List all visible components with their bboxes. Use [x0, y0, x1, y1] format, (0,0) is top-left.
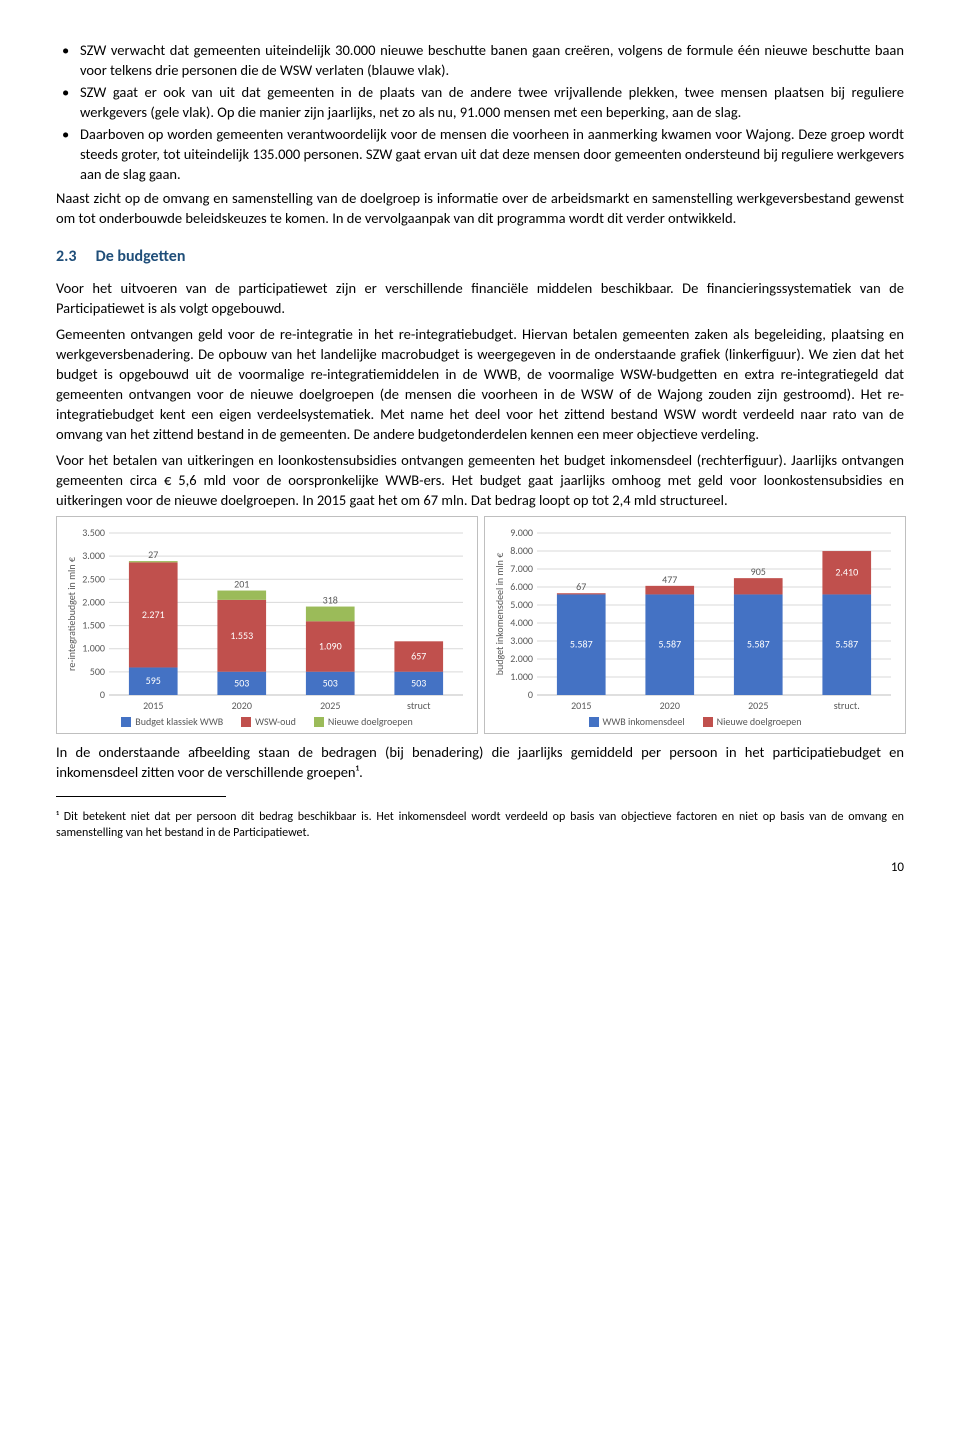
svg-text:3.000: 3.000	[510, 634, 533, 647]
svg-text:2.500: 2.500	[82, 572, 105, 585]
paragraph-after-charts: In de onderstaande afbeelding staan de b…	[56, 742, 904, 782]
svg-text:905: 905	[751, 565, 766, 578]
bullet-item: SZW verwacht dat gemeenten uiteindelijk …	[80, 40, 904, 80]
svg-text:struct.: struct.	[834, 699, 860, 712]
page-number: 10	[56, 859, 904, 877]
svg-text:1.553: 1.553	[230, 629, 253, 642]
svg-text:4.000: 4.000	[510, 616, 533, 629]
chart-legend: WWB inkomensdeel Nieuwe doelgroepen	[491, 715, 899, 729]
svg-text:2.000: 2.000	[82, 596, 105, 609]
svg-text:2020: 2020	[660, 699, 680, 712]
svg-text:re-integratiebudget in mln €: re-integratiebudget in mln €	[65, 557, 78, 671]
svg-text:503: 503	[411, 676, 426, 689]
svg-text:5.587: 5.587	[658, 638, 681, 651]
svg-text:2020: 2020	[232, 699, 252, 712]
legend-item: Nieuwe doelgroepen	[703, 715, 802, 729]
svg-text:2.410: 2.410	[835, 566, 858, 579]
svg-text:3.500: 3.500	[82, 526, 105, 539]
svg-text:5.587: 5.587	[570, 638, 593, 651]
svg-text:5.587: 5.587	[835, 638, 858, 651]
chart-left-box: 0 500 1.000 1.500 2.000 2.500 3.000 3.500 re-int…	[56, 516, 478, 734]
legend-item: Nieuwe doelgroepen	[314, 715, 413, 729]
svg-text:67: 67	[576, 580, 586, 593]
footnote: ¹ Dit betekent niet dat per persoon dit …	[56, 809, 904, 841]
svg-text:2015: 2015	[571, 699, 591, 712]
section-heading: 2.3 De budgetten	[56, 246, 904, 268]
legend-item: WWB inkomensdeel	[589, 715, 685, 729]
svg-text:2015: 2015	[143, 699, 163, 712]
footnote-separator	[56, 796, 226, 797]
svg-text:2.000: 2.000	[510, 652, 533, 665]
svg-text:6.000: 6.000	[510, 580, 533, 593]
section-number: 2.3	[56, 246, 92, 268]
svg-text:2.271: 2.271	[142, 608, 165, 621]
legend-item: Budget klassiek WWB	[121, 715, 223, 729]
chart-right-box: 0 1.000 2.000 3.000 4.000 5.000 6.000 7.000 8.00…	[484, 516, 906, 734]
bar-chart: 0 1.000 2.000 3.000 4.000 5.000 6.000 7.000 8.00…	[491, 523, 899, 713]
body-paragraph: Voor het uitvoeren van de participatiewe…	[56, 278, 904, 318]
bullet-item: Daarboven op worden gemeenten verantwoor…	[80, 124, 904, 184]
svg-text:657: 657	[411, 650, 426, 663]
svg-text:1.500: 1.500	[82, 619, 105, 632]
svg-text:2025: 2025	[748, 699, 768, 712]
svg-text:1.090: 1.090	[319, 640, 342, 653]
svg-text:0: 0	[100, 688, 105, 701]
section-title: De budgetten	[96, 247, 186, 266]
chart-legend: Budget klassiek WWB WSW-oud Nieuwe doelgro…	[63, 715, 471, 729]
charts-row: 0 500 1.000 1.500 2.000 2.500 3.000 3.500 re-int…	[56, 516, 904, 734]
bullet-item: SZW gaat er ook van uit dat gemeenten in…	[80, 82, 904, 122]
svg-text:5.587: 5.587	[747, 638, 770, 651]
svg-text:201: 201	[234, 578, 249, 591]
svg-text:9.000: 9.000	[510, 526, 533, 539]
svg-text:595: 595	[146, 674, 161, 687]
svg-text:477: 477	[662, 573, 677, 586]
svg-text:0: 0	[528, 688, 533, 701]
svg-text:struct: struct	[407, 699, 431, 712]
bullet-list: SZW verwacht dat gemeenten uiteindelijk …	[56, 40, 904, 184]
svg-text:1.000: 1.000	[82, 642, 105, 655]
svg-text:500: 500	[90, 665, 105, 678]
legend-item: WSW-oud	[241, 715, 296, 729]
svg-text:318: 318	[323, 594, 338, 607]
svg-text:503: 503	[323, 676, 338, 689]
svg-text:7.000: 7.000	[510, 562, 533, 575]
svg-text:503: 503	[234, 676, 249, 689]
bar-chart: 0 500 1.000 1.500 2.000 2.500 3.000 3.500 re-int…	[63, 523, 471, 713]
svg-text:5.000: 5.000	[510, 598, 533, 611]
svg-text:8.000: 8.000	[510, 544, 533, 557]
svg-text:27: 27	[148, 548, 158, 561]
svg-text:3.000: 3.000	[82, 549, 105, 562]
svg-text:2025: 2025	[320, 699, 340, 712]
paragraph-after-bullets: Naast zicht op de omvang en samenstellin…	[56, 188, 904, 228]
body-paragraph: Voor het betalen van uitkeringen en loon…	[56, 450, 904, 510]
svg-text:budget inkomensdeel in mln €: budget inkomensdeel in mln €	[493, 553, 506, 676]
svg-text:1.000: 1.000	[510, 670, 533, 683]
body-paragraph: Gemeenten ontvangen geld voor de re-inte…	[56, 324, 904, 444]
